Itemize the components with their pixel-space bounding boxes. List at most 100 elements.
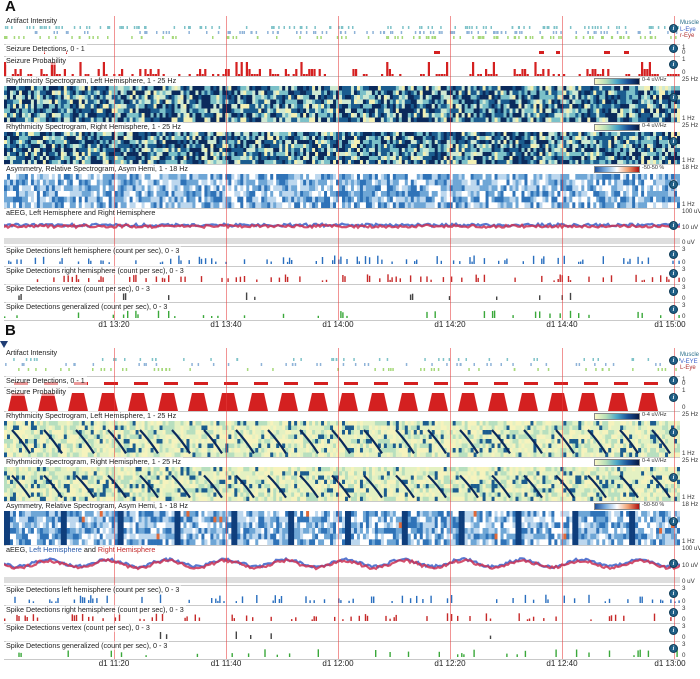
info-icon[interactable]: i — [669, 286, 678, 296]
artifact-legend-item: r-Eye — [680, 33, 695, 39]
track-label: Seizure Probability — [6, 56, 68, 65]
aeeg-label-mid: and — [81, 208, 98, 217]
colorbar — [594, 78, 640, 85]
scale-label: 0 — [682, 277, 686, 284]
scale-label: 0 — [682, 49, 686, 56]
spike-vertex-track: Spike Detections vertex (count per sec),… — [4, 284, 680, 303]
scale-label: 25 Hz — [682, 457, 699, 464]
scale-label: 1 — [682, 387, 686, 394]
artifact-legend-item: V-EYE — [680, 358, 698, 365]
info-icon[interactable]: i — [669, 625, 678, 635]
artifact-track: Artifact Intensity i — [4, 348, 680, 377]
info-icon[interactable]: i — [669, 588, 678, 598]
info-icon[interactable]: i — [669, 179, 678, 189]
track-label: Rhythmicity Spectrogram, Left Hemisphere… — [6, 76, 179, 85]
spike-left-track: Spike Detections left hemisphere (count … — [4, 246, 680, 267]
colorbar-label: -50-50 % — [642, 502, 665, 508]
info-icon[interactable]: i — [669, 472, 678, 482]
info-icon[interactable]: i — [669, 427, 678, 437]
info-icon[interactable]: i — [669, 136, 678, 146]
spike-right-track: Spike Detections right hemisphere (count… — [4, 605, 680, 624]
track-label: aEEG, Left Hemisphere and Right Hemisphe… — [6, 208, 158, 217]
seizure-probability-track: Seizure Probability i — [4, 387, 680, 412]
time-tick-label: d1 13:00 — [654, 659, 686, 668]
scale-label: 1 — [682, 376, 686, 383]
colorbar — [594, 459, 640, 466]
scale-label: 10 uV — [682, 223, 699, 231]
colorbar — [594, 166, 640, 173]
panel-label-b: B — [5, 322, 16, 339]
scale-label: 0 — [682, 634, 686, 641]
asymmetry-track: Asymmetry, Relative Spectrogram, Asym He… — [4, 164, 680, 209]
track-plot — [14, 594, 680, 603]
track-plot — [44, 51, 629, 54]
info-icon[interactable]: i — [669, 607, 678, 617]
track-plot — [14, 382, 658, 385]
track-label: Seizure Probability — [6, 387, 68, 396]
track-label: Artifact Intensity — [6, 348, 60, 357]
scale-label: 3 — [682, 302, 686, 309]
colorbar-label: 0-4 uV/Hz — [642, 77, 667, 83]
spike-left-track: Spike Detections left hemisphere (count … — [4, 585, 680, 606]
scale-label: 25 Hz — [682, 76, 699, 83]
track-plot — [4, 174, 680, 208]
info-icon[interactable]: i — [669, 392, 678, 402]
time-tick-label: d1 12:20 — [434, 659, 466, 668]
time-tick-label: d1 11:20 — [98, 659, 130, 668]
rhythmicity-right-track: Rhythmicity Spectrogram, Right Hemispher… — [4, 457, 680, 502]
scale-label: 1 Hz — [682, 115, 695, 122]
scale-label: 18 Hz — [682, 501, 699, 508]
info-icon[interactable]: i — [669, 249, 678, 259]
scale-label: 25 Hz — [682, 122, 699, 129]
track-plot — [4, 132, 680, 164]
track-plot — [159, 631, 492, 639]
scale-label: 1 Hz — [682, 157, 695, 164]
scale-label: 3 — [682, 605, 686, 612]
scale-label: 3 — [682, 641, 686, 648]
rhythmicity-left-track: Rhythmicity Spectrogram, Left Hemisphere… — [4, 76, 680, 123]
colorbar-label: 0-4 uV/Hz — [642, 412, 667, 418]
info-icon[interactable]: i — [669, 516, 678, 526]
aeeg-label-mid: and — [81, 545, 98, 554]
scale-label: 3 — [682, 266, 686, 273]
scale-label: 0 — [682, 259, 686, 266]
info-icon[interactable]: i — [669, 558, 678, 568]
info-icon[interactable]: i — [669, 23, 678, 33]
scale-label: 1 — [682, 44, 686, 51]
time-tick-label: d1 12:00 — [322, 659, 354, 668]
time-tick-label: d1 15:00 — [654, 320, 686, 329]
time-tick-label: d1 14:20 — [434, 320, 466, 329]
scale-label: 100 uV — [682, 545, 700, 552]
info-icon[interactable]: i — [669, 268, 678, 278]
time-tick-label: d1 12:40 — [546, 659, 578, 668]
track-plot — [4, 613, 672, 621]
scale-label: 25 Hz — [682, 411, 699, 418]
track-plot — [4, 467, 680, 501]
scale-label: 0 — [682, 598, 686, 605]
info-icon[interactable]: i — [669, 304, 678, 314]
colorbar — [594, 503, 640, 510]
artifact-legend-item: L-Eye — [680, 26, 696, 33]
track-plot — [4, 511, 680, 545]
scale-label: 10 uV — [682, 561, 699, 569]
track-plot — [18, 649, 678, 657]
cursor-marker-icon[interactable] — [0, 341, 8, 348]
track-plot — [4, 86, 680, 122]
track-label: Asymmetry, Relative Spectrogram, Asym He… — [6, 501, 190, 510]
spike-vertex-track: Spike Detections vertex (count per sec),… — [4, 623, 680, 642]
scale-label: 1 Hz — [682, 494, 695, 501]
info-icon[interactable]: i — [669, 376, 678, 385]
info-icon[interactable]: i — [669, 220, 678, 230]
info-icon[interactable]: i — [669, 92, 678, 102]
info-icon[interactable]: i — [669, 44, 678, 53]
info-icon[interactable]: i — [669, 59, 678, 69]
info-icon[interactable]: i — [669, 355, 678, 365]
track-plot — [8, 255, 680, 264]
spike-generalized-track: Spike Detections generalized (count per … — [4, 302, 680, 321]
track-label: Rhythmicity Spectrogram, Right Hemispher… — [6, 457, 183, 466]
artifact-legend-item: L-Eye — [680, 365, 696, 371]
track-plot — [5, 358, 680, 371]
scale-label: 0 — [682, 652, 686, 659]
info-icon[interactable]: i — [669, 643, 678, 653]
aeeg-label-left: Left Hemisphere — [29, 208, 82, 217]
